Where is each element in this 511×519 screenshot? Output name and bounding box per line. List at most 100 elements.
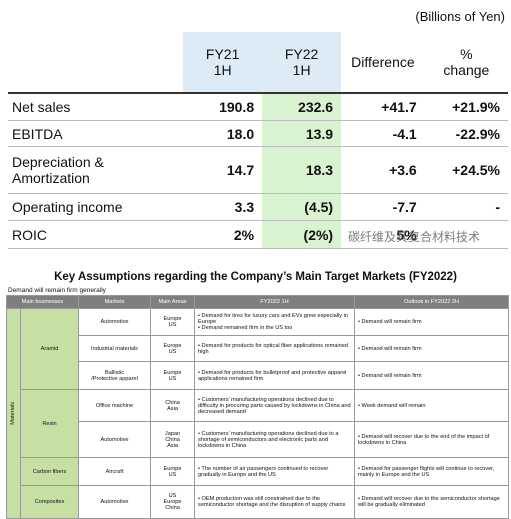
data-row: ROIC 2% (2%) 5% — [8, 220, 508, 249]
cell: 18.0 — [183, 120, 263, 147]
areas: Europe US — [150, 308, 196, 336]
column-header: FY22 1H — [262, 32, 342, 94]
header-corner — [8, 32, 184, 94]
cell: +3.6 — [341, 146, 425, 194]
market: Ballistic /Protective apparel — [78, 361, 152, 390]
assumptions-note: Demand will remain firm generally — [8, 287, 106, 294]
business: Composites — [19, 485, 80, 519]
bullet: • Demand will recover due to the end of … — [358, 433, 490, 446]
bullet: • Demand will remain firm — [358, 319, 422, 325]
cell: 14.7 — [183, 146, 263, 194]
business: Carbon fibers — [19, 457, 80, 486]
cell — [424, 220, 508, 249]
market: Automotive — [78, 485, 152, 519]
group-label: Materials — [10, 402, 16, 425]
header-row: FY21 1H FY22 1H Difference% change — [8, 32, 508, 94]
market: Industrial materials — [78, 335, 152, 362]
row-label: Net sales — [8, 93, 184, 121]
row: Automotive Japan China Asia • Customers’ m… — [7, 421, 509, 458]
data-row: Operating income 3.3 (4.5) -7.7- — [8, 193, 508, 221]
first-half: • Demand for products for bulletproof an… — [194, 361, 356, 390]
market: Aircraft — [78, 457, 152, 486]
header-cell: Markets — [78, 295, 152, 309]
bullet: • Demand for passenger flights will cont… — [358, 465, 495, 478]
second-half: • Demand will recover due to the end of … — [354, 421, 509, 458]
bullet: • Demand will recover due to the semicon… — [358, 496, 500, 508]
bullet: • Demand for products for bulletproof an… — [198, 369, 347, 382]
business: Aramid — [19, 308, 80, 390]
header-row: Main businesses Markets Main Areas FY2022 1… — [5, 295, 509, 309]
row: Resin Office machine China Asia • Customers… — [7, 389, 509, 458]
first-half: • Demand for tires for luxury cars and E… — [194, 308, 356, 336]
cell: 13.9 — [262, 120, 342, 147]
header-cell: Main Areas — [150, 295, 196, 309]
row-label: Operating income — [8, 193, 184, 221]
second-half: • Demand will remain firm — [354, 335, 509, 362]
row: Carbon fibers Aircraft Europe US • The numb… — [7, 457, 509, 486]
market: Office machine — [78, 389, 152, 422]
second-half: • Demand for passenger flights will cont… — [354, 457, 509, 486]
bullet: • Customers’ manufacturing operations de… — [198, 396, 351, 415]
cell: +21.9% — [424, 93, 508, 121]
first-half: • Customers’ manufacturing operations de… — [194, 421, 356, 458]
group-cell: Materials — [6, 308, 21, 519]
column-header: FY21 1H — [183, 32, 263, 94]
bullet: • The number of air passengers continued… — [198, 465, 329, 478]
financial-table: FY21 1H FY22 1H Difference% change Net sale… — [8, 32, 508, 249]
cell: +24.5% — [424, 146, 508, 194]
areas: China Asia — [150, 389, 196, 422]
cell: 2% — [183, 220, 263, 249]
second-half: • Demand will recover due to the semicon… — [354, 485, 509, 519]
first-half: • The number of air passengers continued… — [194, 457, 356, 486]
bullet: • Demand for tires for luxury cars and E… — [198, 313, 348, 325]
bullet: • Week demand will remain — [358, 402, 426, 409]
assumptions-table: Main businesses Markets Main Areas FY2022 1… — [5, 295, 509, 519]
cell: 3.3 — [183, 193, 263, 221]
cell: -7.7 — [341, 193, 425, 221]
header-cell: Main businesses — [5, 295, 80, 309]
areas: Japan China Asia — [150, 421, 196, 458]
cell: 18.3 — [262, 146, 342, 194]
bullet: • OEM production was still constrained d… — [198, 496, 346, 508]
page: (Billions of Yen) FY21 1H FY22 1H Differen… — [5, 9, 509, 519]
bullet: • Demand will remain firm — [358, 372, 422, 379]
first-half: • OEM production was still constrained d… — [194, 485, 356, 519]
market: Automotive — [78, 308, 152, 336]
business: Resin — [19, 389, 80, 458]
cell: 232.6 — [262, 93, 342, 121]
areas: US Europe China — [150, 485, 196, 519]
row: Composites Automotive US Europe China • OEM… — [7, 485, 509, 519]
second-half: • Demand will remain firm — [354, 361, 509, 390]
cell: -22.9% — [424, 120, 508, 147]
first-half: • Demand for products for optical fiber … — [194, 335, 356, 362]
row-label: ROIC — [8, 220, 184, 249]
areas: Europe US — [150, 361, 196, 390]
bullet: • Demand will remain firm — [358, 345, 422, 352]
bullet: • Demand for products for optical fiber … — [198, 342, 348, 355]
cell: +41.7 — [341, 93, 425, 121]
bullet: • Demand remained firm in the US too — [198, 325, 293, 331]
row-label: Depreciation & Amortization — [8, 146, 184, 194]
header-cell: Outlook in FY2022 2H — [354, 295, 509, 309]
row-label: EBITDA — [8, 120, 184, 147]
cell: (2%) — [262, 220, 342, 249]
cell: 190.8 — [183, 93, 263, 121]
areas: Europe US — [150, 335, 196, 362]
header-cell: FY2022 1H — [194, 295, 356, 309]
cell: (4.5) — [262, 193, 342, 221]
assumptions-title: Key Assumptions regarding the Company’s … — [54, 271, 457, 283]
unit-note: (Billions of Yen) — [415, 9, 505, 24]
row: Ballistic /Protective apparel Europe US • … — [7, 361, 509, 390]
data-row: Net sales 190.8 232.6 +41.7 +21.9% — [8, 93, 508, 121]
second-half: • Demand will remain firm — [354, 308, 509, 336]
bullet: • Customers’ manufacturing operations de… — [198, 430, 339, 449]
second-half: • Week demand will remain — [354, 389, 509, 422]
column-header: % change — [424, 32, 508, 94]
row: Materials Aramid Automotive Europe US • Dema… — [6, 308, 509, 519]
market: Automotive — [78, 421, 152, 458]
cell: -4.1 — [341, 120, 425, 147]
data-row: EBITDA 18.0 13.9 -4.1 -22.9% — [8, 120, 508, 147]
areas: Europe US — [150, 457, 196, 486]
cell: - — [424, 193, 508, 221]
cell: 5% — [341, 220, 425, 249]
